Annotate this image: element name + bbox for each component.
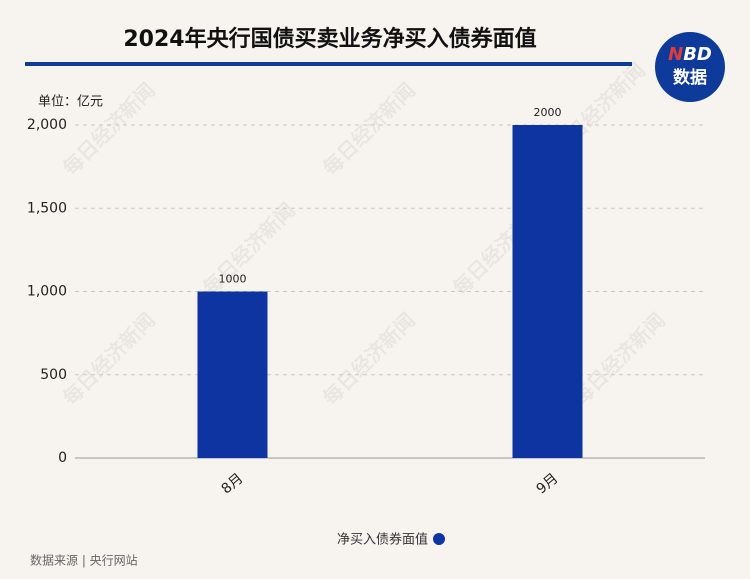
bar [197, 291, 268, 458]
logo-n: N [668, 44, 683, 65]
title-underline [25, 62, 632, 66]
source: 数据来源 | 央行网站 [30, 553, 138, 568]
chart-title: 2024年央行国债买卖业务净买入债券面值 [123, 26, 536, 52]
logo-text: NBD [668, 44, 712, 65]
logo-bd: BD [683, 44, 712, 65]
unit-label: 单位：亿元 [38, 95, 103, 110]
data-label: 2000 [534, 106, 562, 119]
legend-marker [433, 533, 445, 545]
logo-circle [655, 32, 725, 102]
y-tick-label: 1,500 [27, 200, 67, 216]
y-tick-label: 500 [40, 367, 67, 383]
y-tick-label: 0 [58, 450, 67, 466]
y-tick-label: 1,000 [27, 284, 67, 300]
data-label: 1000 [219, 273, 247, 286]
logo-sub: 数据 [673, 67, 707, 88]
y-tick-label: 2,000 [27, 117, 67, 133]
legend-label: 净买入债券面值 [337, 532, 428, 548]
bar [512, 125, 583, 458]
